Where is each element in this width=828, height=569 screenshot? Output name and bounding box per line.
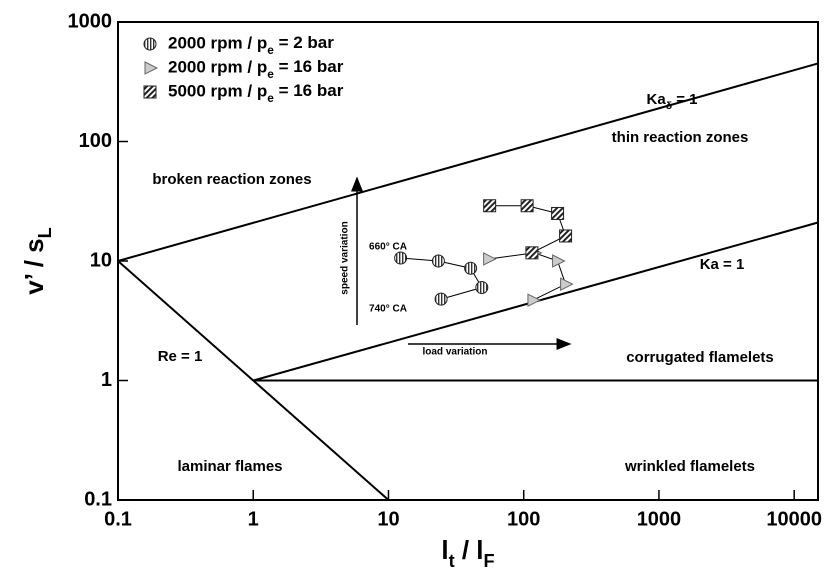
- point: [525, 246, 539, 260]
- legend-label: 2000 rpm / pe = 2 bar: [168, 33, 334, 57]
- point: [431, 254, 445, 268]
- legend-marker: [143, 37, 157, 51]
- point: [483, 252, 497, 266]
- point: [559, 229, 573, 243]
- point: [483, 199, 497, 213]
- legend-marker: [144, 61, 159, 75]
- legend-label: 5000 rpm / pe = 16 bar: [168, 81, 344, 105]
- point: [527, 293, 542, 307]
- x-tick-label: 0.1: [104, 508, 132, 530]
- annotation: Re = 1: [158, 348, 203, 365]
- legend-marker: [143, 85, 157, 99]
- point: [551, 206, 565, 220]
- x-tick-label: 1000: [637, 508, 682, 530]
- y-axis-label: v’ / sL: [19, 227, 55, 295]
- annotation: Ka = 1: [700, 256, 745, 273]
- y-tick-label: 1000: [68, 10, 113, 32]
- annotation: 740° CA: [369, 304, 407, 315]
- regime-line: [117, 62, 819, 262]
- annotation: speed variation: [340, 221, 351, 294]
- x-tick-label: 1: [248, 508, 259, 530]
- point: [552, 254, 566, 268]
- annotation: 660° CA: [369, 242, 407, 253]
- annotation: corrugated flamelets: [626, 349, 774, 366]
- x-tick-label: 100: [507, 508, 540, 530]
- annotation: load variation: [422, 347, 487, 358]
- legend-label: 2000 rpm / pe = 16 bar: [168, 57, 344, 81]
- annotation: wrinkled flamelets: [624, 458, 755, 475]
- annotation: Kaδ = 1: [647, 91, 698, 112]
- y-tick-label: 1: [101, 369, 112, 391]
- x-axis-label: lt / lF: [441, 535, 494, 569]
- regime-line: [117, 260, 390, 501]
- annotation: thin reaction zones: [612, 129, 749, 146]
- point: [434, 292, 448, 306]
- y-tick-label: 0.1: [84, 488, 112, 510]
- x-tick-label: 10000: [766, 508, 822, 530]
- point: [560, 277, 574, 291]
- annotation: broken reaction zones: [152, 171, 311, 188]
- point: [464, 261, 478, 275]
- point: [475, 281, 489, 295]
- point: [394, 251, 408, 265]
- x-tick-label: 10: [377, 508, 399, 530]
- point: [520, 199, 534, 213]
- annotation: laminar flames: [177, 458, 282, 475]
- y-tick-label: 100: [79, 130, 112, 152]
- y-tick-label: 10: [90, 249, 112, 271]
